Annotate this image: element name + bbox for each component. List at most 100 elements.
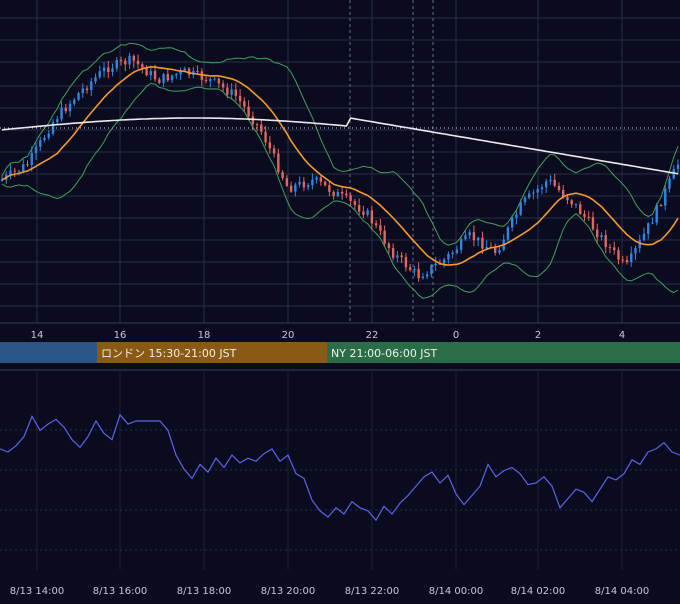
candle-body xyxy=(243,101,246,107)
candle-body xyxy=(136,60,140,65)
candle-body xyxy=(311,179,314,186)
candle-body xyxy=(179,70,182,75)
candle-body xyxy=(383,230,386,244)
candle-body xyxy=(204,79,208,81)
candle-body xyxy=(128,55,131,65)
candle-body xyxy=(421,276,425,279)
candle-body xyxy=(306,185,310,188)
candle-body xyxy=(647,223,650,234)
session-bar: ロンドン 15:30-21:00 JST NY 21:00-06:00 JST xyxy=(0,342,680,363)
oscillator-x-tick-label: 8/13 20:00 xyxy=(261,586,315,597)
candle-body xyxy=(17,171,21,173)
candle-body xyxy=(362,211,365,215)
candle-body xyxy=(230,89,233,95)
candle-body xyxy=(345,193,348,196)
candle-body xyxy=(170,75,174,81)
candle-body xyxy=(366,210,369,215)
candle-body xyxy=(132,55,135,61)
x-tick-label: 16 xyxy=(114,330,127,341)
candle-body xyxy=(587,216,590,218)
candle-body xyxy=(391,248,395,258)
candle-body xyxy=(545,181,548,188)
bollinger-upper-line xyxy=(1,42,679,246)
candle-body xyxy=(570,200,573,205)
candle-body xyxy=(459,239,463,250)
candle-body xyxy=(285,178,289,186)
candle-body xyxy=(289,185,293,192)
candle-body xyxy=(353,200,357,206)
candle-body xyxy=(0,179,4,181)
candle-body xyxy=(400,255,403,258)
candle-body xyxy=(553,179,556,186)
candle-body xyxy=(315,177,318,180)
candle-body xyxy=(523,197,527,203)
candle-body xyxy=(39,140,42,147)
bollinger-lower-line xyxy=(1,82,679,299)
oscillator-x-tick-label: 8/14 04:00 xyxy=(595,586,649,597)
candle-body xyxy=(515,214,518,218)
candle-body xyxy=(536,189,539,193)
candle-body xyxy=(119,59,123,61)
candle-body xyxy=(111,68,114,72)
candle-body xyxy=(247,106,250,117)
candle-body xyxy=(153,71,157,80)
candle-body xyxy=(613,247,616,251)
candle-body xyxy=(425,274,429,277)
candle-body xyxy=(166,74,170,81)
candle-body xyxy=(107,67,110,72)
candle-body xyxy=(485,246,488,249)
candle-body xyxy=(617,250,620,260)
candle-body xyxy=(519,202,522,215)
candle-body xyxy=(51,122,55,134)
candle-body xyxy=(664,188,667,206)
candle-body xyxy=(47,133,50,138)
candle-body xyxy=(498,250,501,253)
candle-body xyxy=(396,255,399,258)
candle-body xyxy=(22,164,25,172)
candle-body xyxy=(676,164,680,170)
candle-body xyxy=(13,170,16,172)
candle-body xyxy=(187,68,191,75)
candle-body xyxy=(600,235,603,238)
session-label: ロンドン 15:30-21:00 JST xyxy=(101,347,237,360)
candle-body xyxy=(574,204,578,206)
session-label: NY 21:00-06:00 JST xyxy=(331,347,438,360)
oscillator-x-tick-label: 8/13 18:00 xyxy=(177,586,231,597)
candle-body xyxy=(264,131,267,143)
candle-body xyxy=(251,116,255,125)
candle-body xyxy=(56,119,59,123)
candle-body xyxy=(281,172,284,179)
candle-body xyxy=(85,88,89,91)
candle-body xyxy=(630,253,633,263)
candle-body xyxy=(451,252,454,255)
candle-body xyxy=(162,74,165,83)
candle-body xyxy=(583,213,586,217)
candle-body xyxy=(73,99,76,104)
candle-body xyxy=(566,196,569,201)
candle-body xyxy=(557,185,561,191)
candle-body xyxy=(340,191,344,194)
candle-body xyxy=(527,193,531,198)
candle-body xyxy=(175,74,178,76)
candle-body xyxy=(98,71,101,78)
candle-body xyxy=(621,259,624,261)
oscillator-panel: 8/13 14:00 8/13 16:00 8/13 18:00 8/13 20:00… xyxy=(0,369,680,597)
candle-body xyxy=(319,177,323,182)
x-tick-label: 14 xyxy=(31,330,44,341)
candle-body xyxy=(30,153,33,165)
candle-body xyxy=(455,249,459,253)
candle-body xyxy=(493,246,497,253)
candle-body xyxy=(349,195,352,201)
candle-body xyxy=(642,233,646,241)
candle-body xyxy=(145,67,148,76)
candle-body xyxy=(659,204,663,206)
oscillator-x-tick-label: 8/14 00:00 xyxy=(429,586,483,597)
candle-body xyxy=(604,235,607,248)
candle-body xyxy=(549,179,552,182)
x-tick-label: 0 xyxy=(453,330,459,341)
candle-body xyxy=(510,217,514,228)
candle-body xyxy=(268,142,272,149)
candle-body xyxy=(141,64,144,68)
candle-body xyxy=(638,240,641,248)
